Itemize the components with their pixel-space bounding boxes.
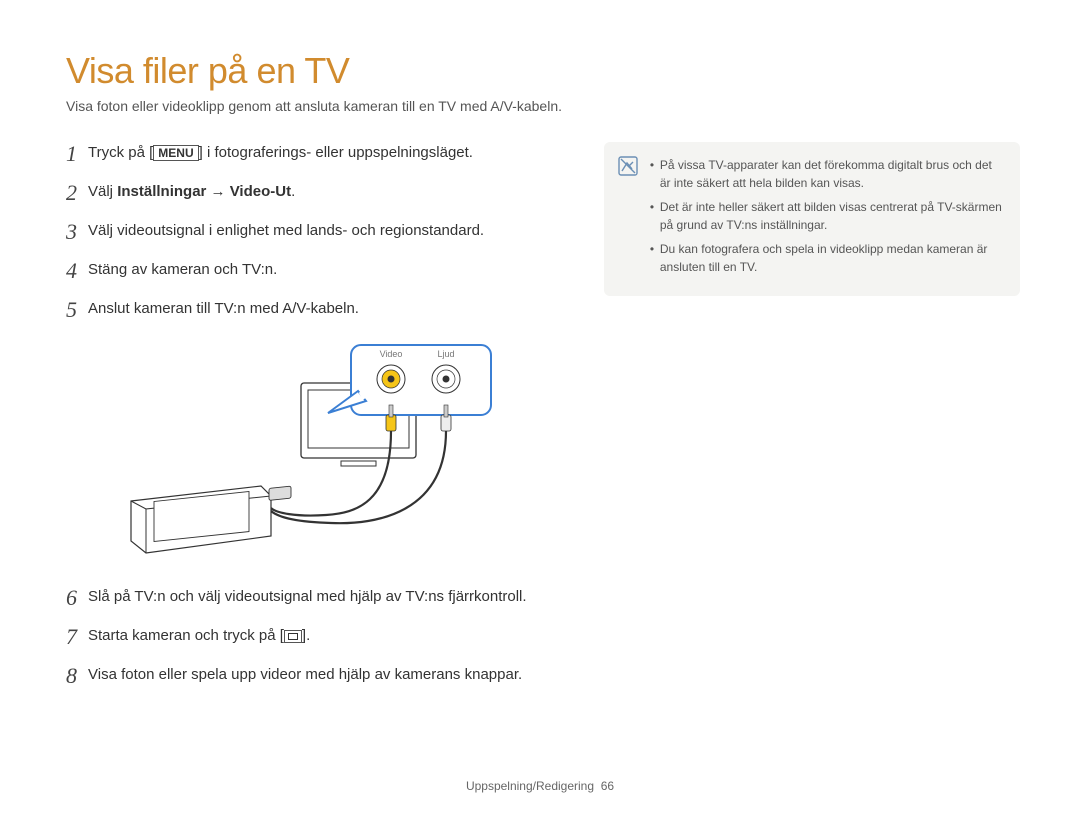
- note-item: Du kan fotografera och spela in videokli…: [650, 240, 1004, 276]
- menu-button-label: MENU: [153, 145, 198, 161]
- right-column: På vissa TV-apparater kan det förekomma …: [604, 142, 1020, 703]
- step-number: 4: [66, 259, 88, 282]
- connection-diagram: Video Ljud: [96, 343, 526, 573]
- note-box: På vissa TV-apparater kan det förekomma …: [604, 142, 1020, 296]
- step-7: 7 Starta kameran och tryck på [].: [66, 625, 550, 648]
- left-column: 1 Tryck på [MENU] i fotograferings- elle…: [66, 142, 550, 703]
- step-number: 8: [66, 664, 88, 687]
- step-1: 1 Tryck på [MENU] i fotograferings- elle…: [66, 142, 550, 165]
- step-number: 7: [66, 625, 88, 648]
- step-text: Slå på TV:n och välj videoutsignal med h…: [88, 586, 527, 608]
- step-text: Välj videoutsignal i enlighet med lands-…: [88, 220, 484, 242]
- note-item: På vissa TV-apparater kan det förekomma …: [650, 156, 1004, 192]
- step-number: 1: [66, 142, 88, 165]
- page-footer: Uppspelning/Redigering 66: [0, 779, 1080, 793]
- step-number: 6: [66, 586, 88, 609]
- step-text: Anslut kameran till TV:n med A/V-kabeln.: [88, 298, 359, 320]
- step-text: Visa foton eller spela upp videor med hj…: [88, 664, 522, 686]
- step-number: 2: [66, 181, 88, 204]
- step-2: 2 Välj Inställningar → Video-Ut.: [66, 181, 550, 204]
- diagram-label-audio: Ljud: [437, 349, 454, 359]
- content-columns: 1 Tryck på [MENU] i fotograferings- elle…: [66, 142, 1020, 703]
- step-3: 3 Välj videoutsignal i enlighet med land…: [66, 220, 550, 243]
- page-title: Visa filer på en TV: [66, 50, 1020, 92]
- diagram-label-video: Video: [380, 349, 403, 359]
- step-5: 5 Anslut kameran till TV:n med A/V-kabel…: [66, 298, 550, 321]
- step-text: Stäng av kameran och TV:n.: [88, 259, 277, 281]
- step-number: 5: [66, 298, 88, 321]
- step-8: 8 Visa foton eller spela upp videor med …: [66, 664, 550, 687]
- note-icon: [618, 156, 638, 176]
- note-item: Det är inte heller säkert att bilden vis…: [650, 198, 1004, 234]
- step-4: 4 Stäng av kameran och TV:n.: [66, 259, 550, 282]
- step-text: Starta kameran och tryck på [].: [88, 625, 310, 647]
- note-list: På vissa TV-apparater kan det förekomma …: [650, 156, 1004, 282]
- step-6: 6 Slå på TV:n och välj videoutsignal med…: [66, 586, 550, 609]
- playback-icon: [284, 630, 302, 643]
- step-number: 3: [66, 220, 88, 243]
- page-subtitle: Visa foton eller videoklipp genom att an…: [66, 98, 1020, 114]
- step-text: Tryck på [MENU] i fotograferings- eller …: [88, 142, 473, 164]
- step-text: Välj Inställningar → Video-Ut.: [88, 181, 295, 203]
